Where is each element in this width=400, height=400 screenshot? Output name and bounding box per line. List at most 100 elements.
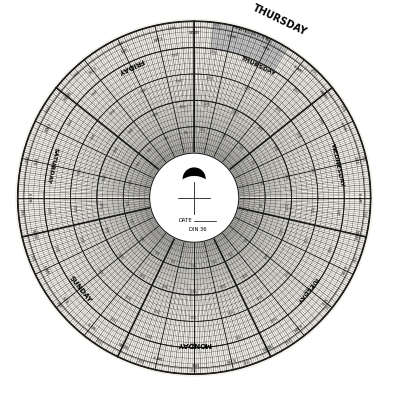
Text: 6 PM: 6 PM [87,64,96,73]
Text: -50-: -50- [228,251,235,258]
Wedge shape [194,22,288,198]
Text: NOON: NOON [30,229,36,240]
Text: TUESDAY: TUESDAY [297,275,321,303]
Text: g: g [192,176,197,182]
Text: NOON: NOON [60,89,70,100]
Text: -250-: -250- [94,338,103,346]
Text: -100-: -100- [149,109,158,116]
Text: -250-: -250- [285,338,294,346]
Text: -200-: -200- [235,334,244,341]
Text: -150-: -150- [294,131,302,140]
Text: -250-: -250- [54,301,63,310]
Text: -250-: -250- [213,24,222,28]
Text: 6 PM: 6 PM [226,34,236,40]
Text: THURSDAY: THURSDAY [240,55,276,76]
Text: -250-: -250- [310,68,318,77]
Text: -200-: -200- [53,245,60,254]
Text: -250-: -250- [70,68,79,77]
Text: -150-: -150- [78,236,84,244]
Text: SUNDAY: SUNDAY [67,275,92,303]
Text: -250-: -250- [326,301,334,310]
Text: -50-: -50- [138,236,145,244]
Text: Graphic Controls: Graphic Controls [174,196,215,201]
Text: -150-: -150- [106,106,115,115]
Text: 6 PM: 6 PM [339,122,346,131]
Text: -150-: -150- [137,86,146,93]
Text: MONDAY: MONDAY [177,341,211,347]
Text: DATE: DATE [179,218,192,223]
Text: -100-: -100- [283,172,289,181]
Text: -200-: -200- [109,316,118,324]
Text: -150-: -150- [152,309,162,316]
Text: -100-: -100- [116,252,125,261]
Text: -250-: -250- [42,104,49,113]
Circle shape [16,20,372,376]
Text: -50-: -50- [191,264,197,268]
Text: -200-: -200- [338,207,343,215]
Text: -100-: -100- [230,109,240,116]
Text: -200-: -200- [144,334,153,341]
Text: THURSDAY: THURSDAY [251,2,309,37]
Text: 6 AM: 6 AM [42,121,49,131]
Text: -200-: -200- [292,87,300,96]
Text: -50-: -50- [212,259,219,265]
Text: FRIDAY: FRIDAY [117,57,145,74]
Text: -100-: -100- [190,290,198,294]
Text: -200-: -200- [170,50,179,54]
Text: 6 PM: 6 PM [226,356,236,361]
Text: -50-: -50- [128,218,134,225]
Wedge shape [194,48,274,198]
Text: -100-: -100- [98,202,103,210]
Text: -150-: -150- [312,204,317,213]
Text: -200-: -200- [254,62,262,69]
Text: 6 PM: 6 PM [27,194,31,202]
Text: -250-: -250- [265,38,274,45]
Text: -150-: -150- [304,236,310,244]
Text: -200-: -200- [271,316,280,324]
Text: -150-: -150- [190,316,198,320]
Text: -150-: -150- [123,294,132,302]
Text: -50-: -50- [170,259,177,265]
Text: -150-: -150- [87,131,94,140]
Text: -200-: -200- [75,285,83,294]
Text: -50-: -50- [144,145,151,152]
Text: -250-: -250- [167,24,175,28]
Text: NITE: NITE [30,157,36,165]
Circle shape [150,153,239,242]
Text: NOON: NOON [260,342,272,350]
Text: 6 AM: 6 AM [153,356,162,362]
Text: -50-: -50- [124,200,129,207]
Text: DIN 36: DIN 36 [189,227,207,232]
Text: -100-: -100- [279,226,286,235]
Text: NITE: NITE [118,46,127,53]
Text: -100-: -100- [160,284,170,290]
Text: SATURDAY: SATURDAY [45,146,58,184]
Text: -250-: -250- [353,254,360,263]
Text: -250-: -250- [114,38,124,45]
Text: -150-: -150- [174,76,182,81]
Text: -150-: -150- [206,76,215,81]
Text: 6 AM: 6 AM [292,64,302,73]
Text: -50-: -50- [238,145,245,152]
Text: -100-: -100- [286,202,290,210]
Text: 6 PM: 6 PM [87,322,96,331]
Text: -100-: -100- [242,272,250,280]
Text: -100-: -100- [264,252,272,261]
Text: -50-: -50- [200,128,207,133]
Text: -150-: -150- [72,204,76,213]
Text: -200-: -200- [328,245,335,254]
Text: -100-: -100- [255,125,264,134]
Text: -100-: -100- [271,145,279,154]
Text: -100-: -100- [110,145,117,154]
Wedge shape [194,48,274,198]
Text: -100-: -100- [177,102,186,107]
Text: -50-: -50- [153,251,160,258]
Text: -100-: -100- [202,102,211,107]
Text: -50-: -50- [258,179,263,186]
Text: -200-: -200- [210,50,218,54]
Text: -100-: -100- [100,172,105,181]
Text: -150-: -150- [242,86,251,93]
Text: NOON: NOON [352,229,358,240]
Text: -100-: -100- [138,272,147,280]
Circle shape [18,21,371,374]
